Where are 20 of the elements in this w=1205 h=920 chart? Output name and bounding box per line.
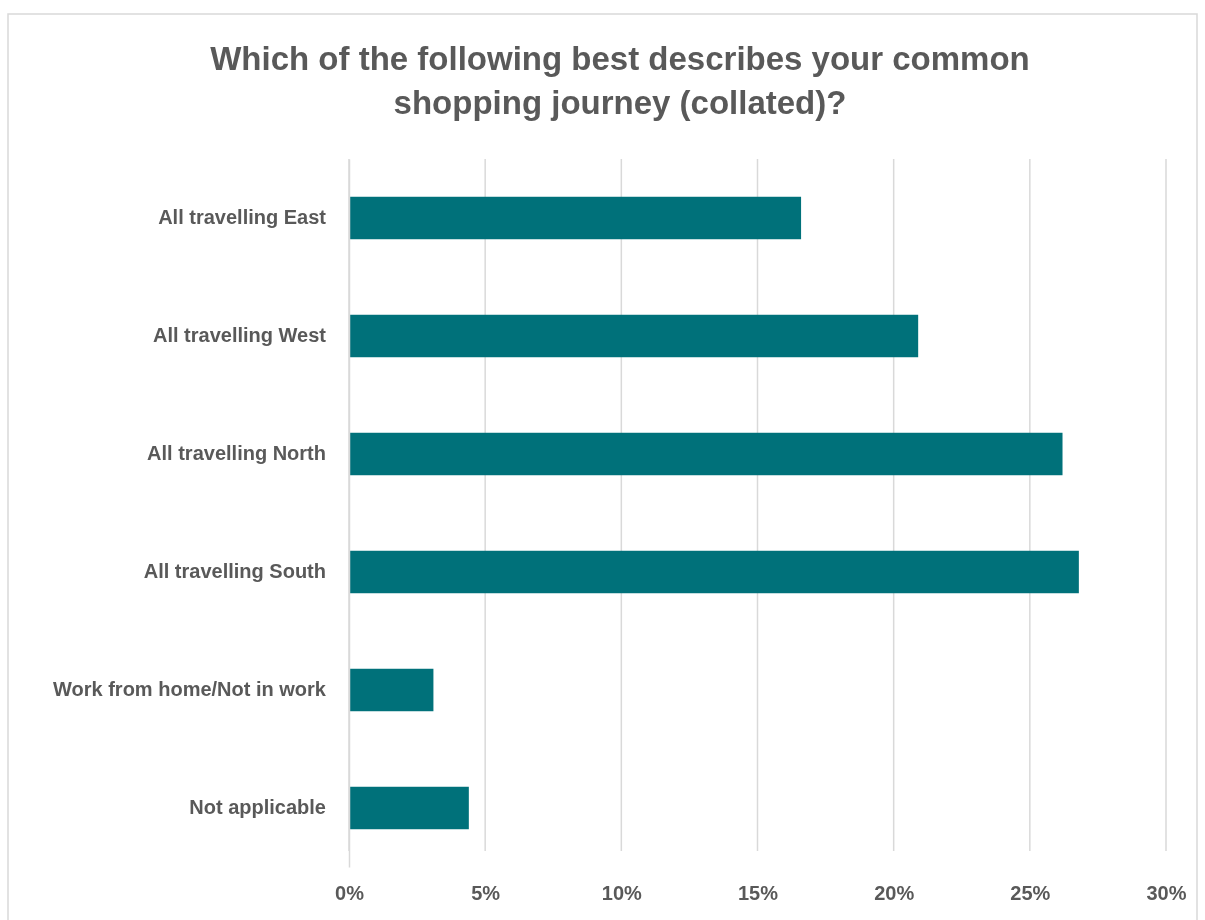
x-tick-label: 0% (335, 882, 365, 905)
bar (349, 550, 1079, 594)
bar (349, 196, 802, 240)
x-tick-label: 30% (1146, 882, 1187, 905)
bar (349, 432, 1063, 476)
bar (349, 786, 469, 830)
y-tick-label: Work from home/Not in work (53, 678, 327, 701)
y-tick-label: Not applicable (189, 796, 326, 819)
bar (349, 314, 919, 358)
chart-title: Which of the following best describes your common shopping journey (collated)? (210, 40, 1030, 121)
bar (349, 668, 434, 712)
x-tick-label: 15% (737, 882, 779, 905)
x-tick-label: 10% (601, 882, 643, 905)
y-tick-label: All travelling South (143, 560, 326, 583)
y-tick-label: All travelling North (147, 442, 326, 465)
x-tick-label: 25% (1010, 882, 1051, 905)
y-tick-label: All travelling East (158, 206, 327, 229)
x-tick-label: 5% (471, 882, 501, 905)
y-tick-label: All travelling West (152, 324, 327, 347)
x-tick-label: 20% (874, 882, 915, 905)
